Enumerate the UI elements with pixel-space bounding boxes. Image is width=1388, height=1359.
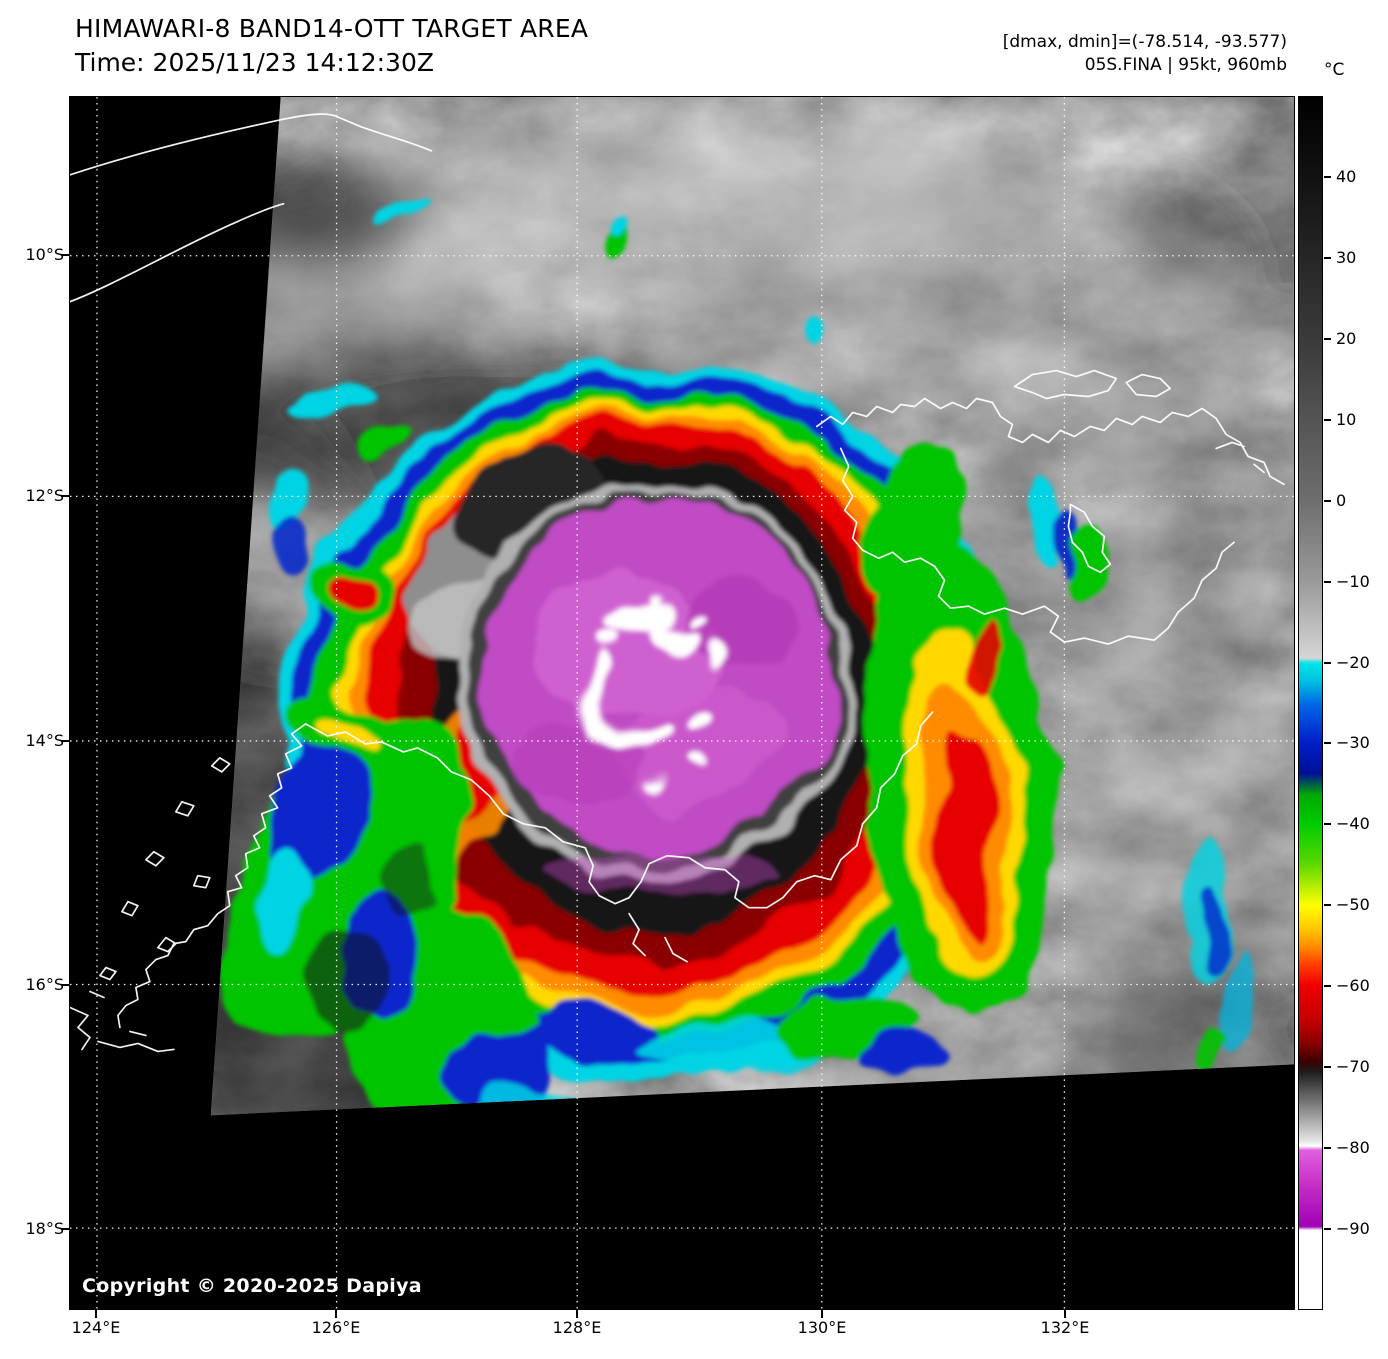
colorbar-tick-mark [1324,176,1331,178]
lat-tick-label: 12°S [25,486,64,505]
lon-tick-mark [576,1310,578,1318]
colorbar-unit-label: °C [1324,60,1345,80]
colorbar-tick-label: 0 [1336,491,1347,510]
eye-cloud-marks [577,589,723,791]
colorbar-tick-mark [1324,1066,1331,1068]
colorbar [1298,96,1323,1310]
colorbar-tick-mark [1324,581,1331,583]
colorbar-tick-label: −40 [1336,814,1370,833]
lat-tick-label: 14°S [25,731,64,750]
lon-tick-label: 132°E [1040,1318,1090,1337]
colorbar-tick-mark [1324,823,1331,825]
colorbar-tick-label: 10 [1336,410,1357,429]
colorbar-tick-label: 30 [1336,248,1357,267]
dmax-dmin-readout: [dmax, dmin]=(-78.514, -93.577) [1002,32,1287,52]
lon-tick-mark [821,1310,823,1318]
satellite-image [70,97,1294,1309]
colorbar-tick-mark [1324,662,1331,664]
lat-tick-mark [61,1228,69,1230]
satellite-map: Copyright © 2020-2025 Dapiya [69,96,1295,1310]
lat-tick-mark [61,984,69,986]
colorbar-tick-mark [1324,742,1331,744]
colorbar-tick-label: −20 [1336,653,1370,672]
gridlines [70,97,1294,1309]
lat-tick-mark [61,740,69,742]
colorbar-tick-label: −70 [1336,1057,1370,1076]
lat-tick-mark [61,495,69,497]
lat-tick-label: 10°S [25,245,64,264]
colorbar-gradient [1299,97,1322,1309]
colorbar-tick-label: −90 [1336,1219,1370,1238]
colorbar-tick-mark [1324,904,1331,906]
lon-tick-mark [95,1310,97,1318]
lon-tick-mark [335,1310,337,1318]
colorbar-tick-mark [1324,985,1331,987]
colorbar-tick-mark [1324,500,1331,502]
colorbar-tick-label: 20 [1336,329,1357,348]
lat-tick-mark [61,254,69,256]
colorbar-tick-mark [1324,1228,1331,1230]
lon-tick-label: 130°E [797,1318,847,1337]
colorbar-tick-label: −30 [1336,733,1370,752]
colorbar-tick-mark [1324,1147,1331,1149]
storm-info-readout: 05S.FINA | 95kt, 960mb [1084,55,1287,75]
colorbar-tick-label: 40 [1336,167,1357,186]
copyright-label: Copyright © 2020-2025 Dapiya [82,1275,422,1297]
lon-tick-label: 124°E [71,1318,121,1337]
lat-tick-label: 18°S [25,1219,64,1238]
colorbar-tick-mark [1324,419,1331,421]
lon-tick-label: 126°E [311,1318,361,1337]
colorbar-tick-label: −50 [1336,895,1370,914]
figure-title: HIMAWARI-8 BAND14-OTT TARGET AREA [75,14,589,43]
colorbar-tick-label: −60 [1336,976,1370,995]
cyclone [218,200,1256,1116]
colorbar-tick-label: −80 [1336,1138,1370,1157]
lon-tick-label: 128°E [552,1318,602,1337]
lon-tick-mark [1064,1310,1066,1318]
lat-tick-label: 16°S [25,975,64,994]
colorbar-tick-mark [1324,338,1331,340]
satellite-swath [210,97,1294,1116]
figure-time: Time: 2025/11/23 14:12:30Z [75,48,434,77]
colorbar-tick-mark [1324,257,1331,259]
coastlines [70,113,1285,1053]
colorbar-tick-label: −10 [1336,572,1370,591]
